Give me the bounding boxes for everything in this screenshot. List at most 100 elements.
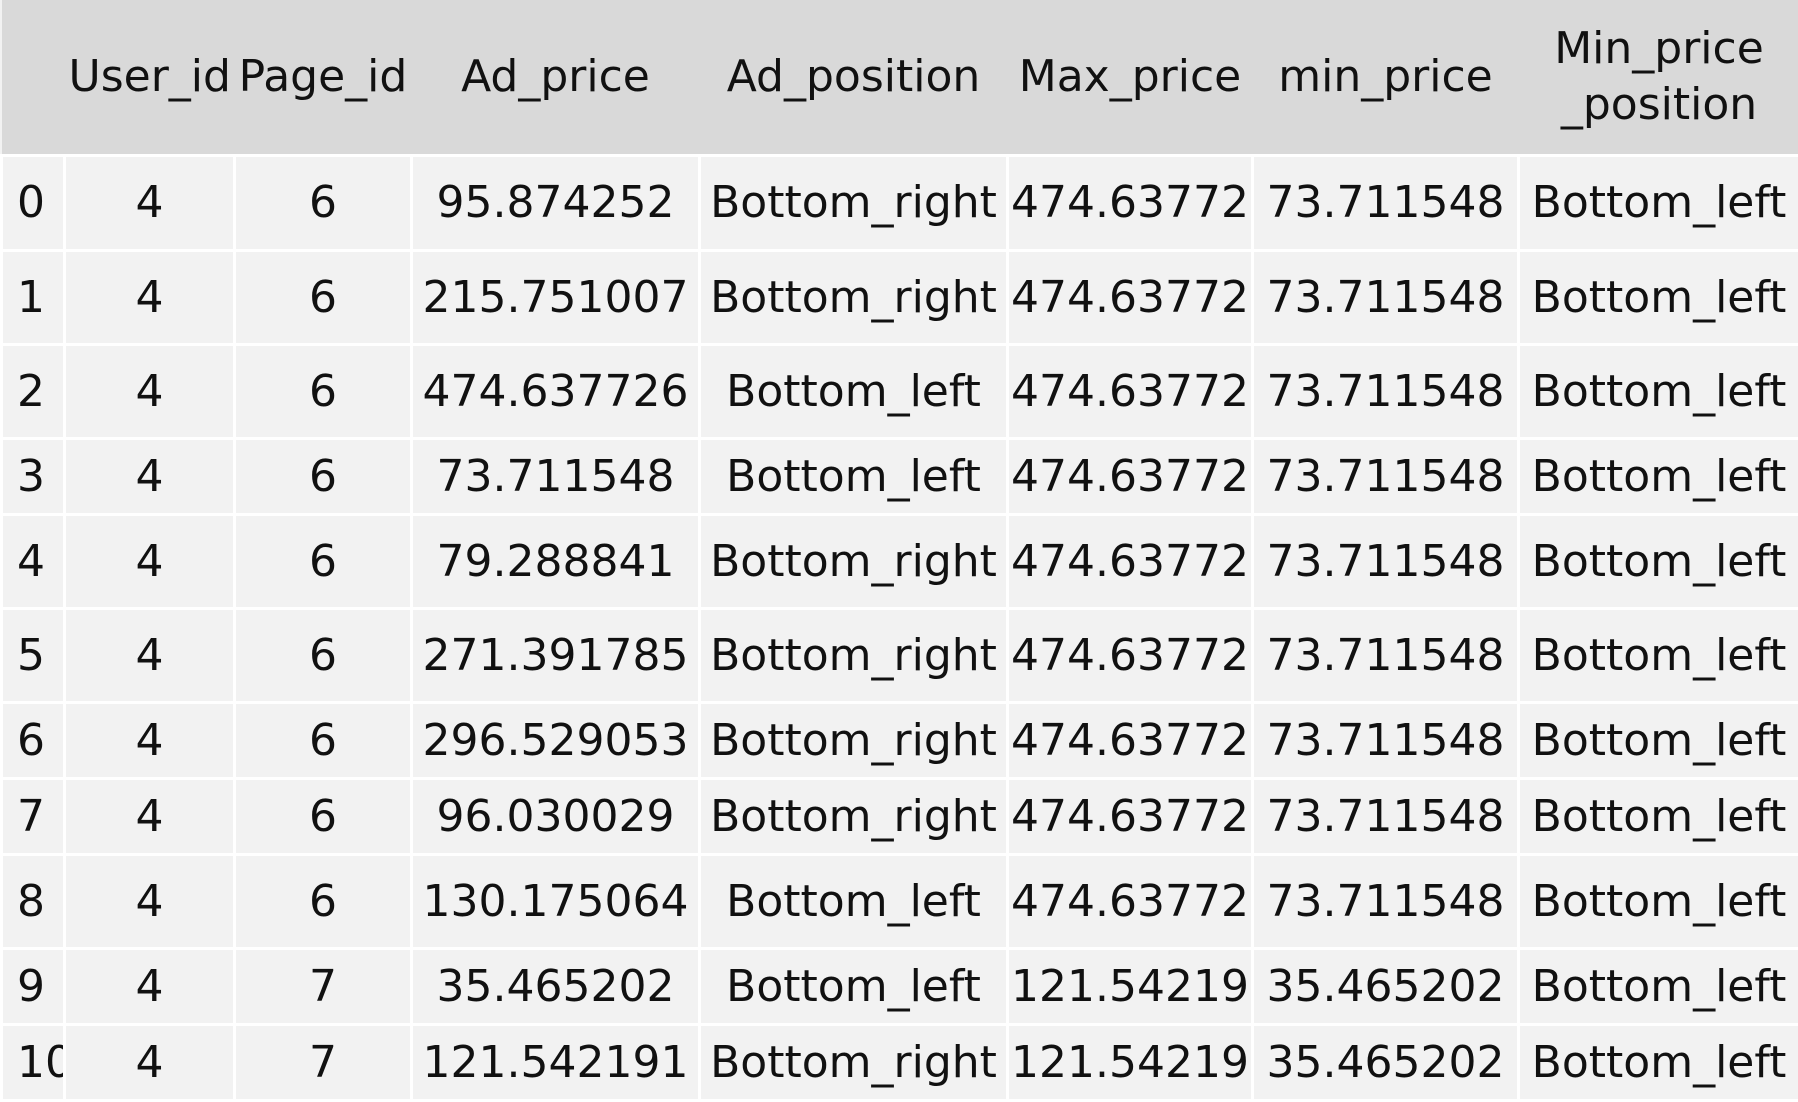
table-row: 9 4 7 35.465202 Bottom_left 121.54219 35… [2,948,1798,1024]
cell-ad-price: 73.711548 [412,438,700,514]
cell-ad-price: 474.637726 [412,344,700,438]
header-max-price: Max_price [1008,0,1253,155]
row-index: 3 [2,438,65,514]
cell-min-price-position: Bottom_left [1519,1024,1798,1100]
cell-ad-position: Bottom_right [700,1024,1008,1100]
row-index: 1 [2,250,65,344]
cell-min-price: 73.711548 [1253,155,1519,250]
cell-min-price: 73.711548 [1253,702,1519,778]
cell-min-price-position: Bottom_left [1519,514,1798,608]
row-index: 10 [2,1024,65,1100]
cell-max-price: 121.54219 [1008,948,1253,1024]
cell-min-price: 73.711548 [1253,344,1519,438]
row-index: 0 [2,155,65,250]
cell-min-price: 35.465202 [1253,948,1519,1024]
table-header: User_id Page_id Ad_price Ad_position Max… [2,0,1798,155]
table-row: 0 4 6 95.874252 Bottom_right 474.63772 7… [2,155,1798,250]
header-row: User_id Page_id Ad_price Ad_position Max… [2,0,1798,155]
cell-min-price-position: Bottom_left [1519,250,1798,344]
header-page-id: Page_id [235,0,412,155]
cell-ad-price: 271.391785 [412,608,700,702]
cell-max-price: 474.63772 [1008,702,1253,778]
cell-ad-price: 296.529053 [412,702,700,778]
cell-user-id: 4 [65,344,235,438]
cell-user-id: 4 [65,1024,235,1100]
cell-ad-price: 35.465202 [412,948,700,1024]
cell-ad-price: 95.874252 [412,155,700,250]
cell-min-price-position: Bottom_left [1519,438,1798,514]
cell-min-price: 35.465202 [1253,1024,1519,1100]
cell-page-id: 6 [235,514,412,608]
cell-ad-price: 96.030029 [412,778,700,854]
header-min-price: min_price [1253,0,1519,155]
table-row: 6 4 6 296.529053 Bottom_right 474.63772 … [2,702,1798,778]
cell-max-price: 121.54219 [1008,1024,1253,1100]
header-user-id: User_id [65,0,235,155]
cell-page-id: 6 [235,438,412,514]
cell-user-id: 4 [65,702,235,778]
cell-ad-position: Bottom_right [700,155,1008,250]
row-index: 7 [2,778,65,854]
table-row: 1 4 6 215.751007 Bottom_right 474.63772 … [2,250,1798,344]
header-min-price-position: Min_price _position [1519,0,1798,155]
cell-ad-price: 79.288841 [412,514,700,608]
cell-user-id: 4 [65,155,235,250]
header-ad-position: Ad_position [700,0,1008,155]
cell-ad-position: Bottom_left [700,854,1008,948]
cell-page-id: 6 [235,155,412,250]
cell-page-id: 7 [235,948,412,1024]
row-index: 8 [2,854,65,948]
cell-min-price-position: Bottom_left [1519,608,1798,702]
cell-max-price: 474.63772 [1008,250,1253,344]
cell-min-price: 73.711548 [1253,778,1519,854]
table-row: 8 4 6 130.175064 Bottom_left 474.63772 7… [2,854,1798,948]
cell-user-id: 4 [65,250,235,344]
table-row: 2 4 6 474.637726 Bottom_left 474.63772 7… [2,344,1798,438]
cell-ad-position: Bottom_left [700,344,1008,438]
table-row: 10 4 7 121.542191 Bottom_right 121.54219… [2,1024,1798,1100]
cell-page-id: 6 [235,250,412,344]
cell-max-price: 474.63772 [1008,854,1253,948]
cell-ad-price: 215.751007 [412,250,700,344]
table-row: 7 4 6 96.030029 Bottom_right 474.63772 7… [2,778,1798,854]
cell-max-price: 474.63772 [1008,438,1253,514]
row-index: 2 [2,344,65,438]
cell-ad-position: Bottom_right [700,514,1008,608]
cell-min-price-position: Bottom_left [1519,948,1798,1024]
header-index [2,0,65,155]
cell-min-price-position: Bottom_left [1519,778,1798,854]
cell-ad-position: Bottom_left [700,948,1008,1024]
cell-user-id: 4 [65,438,235,514]
cell-min-price: 73.711548 [1253,854,1519,948]
cell-page-id: 6 [235,702,412,778]
cell-min-price: 73.711548 [1253,438,1519,514]
cell-min-price-position: Bottom_left [1519,344,1798,438]
cell-user-id: 4 [65,948,235,1024]
cell-min-price-position: Bottom_left [1519,702,1798,778]
table-row: 5 4 6 271.391785 Bottom_right 474.63772 … [2,608,1798,702]
cell-page-id: 6 [235,608,412,702]
row-index: 4 [2,514,65,608]
cell-min-price-position: Bottom_left [1519,155,1798,250]
header-ad-price: Ad_price [412,0,700,155]
row-index: 9 [2,948,65,1024]
cell-ad-position: Bottom_left [700,438,1008,514]
cell-ad-price: 130.175064 [412,854,700,948]
cell-page-id: 6 [235,344,412,438]
row-index: 5 [2,608,65,702]
table-row: 3 4 6 73.711548 Bottom_left 474.63772 73… [2,438,1798,514]
cell-user-id: 4 [65,854,235,948]
cell-min-price: 73.711548 [1253,608,1519,702]
row-index: 6 [2,702,65,778]
cell-ad-price: 121.542191 [412,1024,700,1100]
cell-min-price-position: Bottom_left [1519,854,1798,948]
cell-ad-position: Bottom_right [700,702,1008,778]
cell-max-price: 474.63772 [1008,155,1253,250]
cell-page-id: 6 [235,854,412,948]
cell-min-price: 73.711548 [1253,250,1519,344]
cell-max-price: 474.63772 [1008,344,1253,438]
cell-max-price: 474.63772 [1008,514,1253,608]
cell-ad-position: Bottom_right [700,778,1008,854]
